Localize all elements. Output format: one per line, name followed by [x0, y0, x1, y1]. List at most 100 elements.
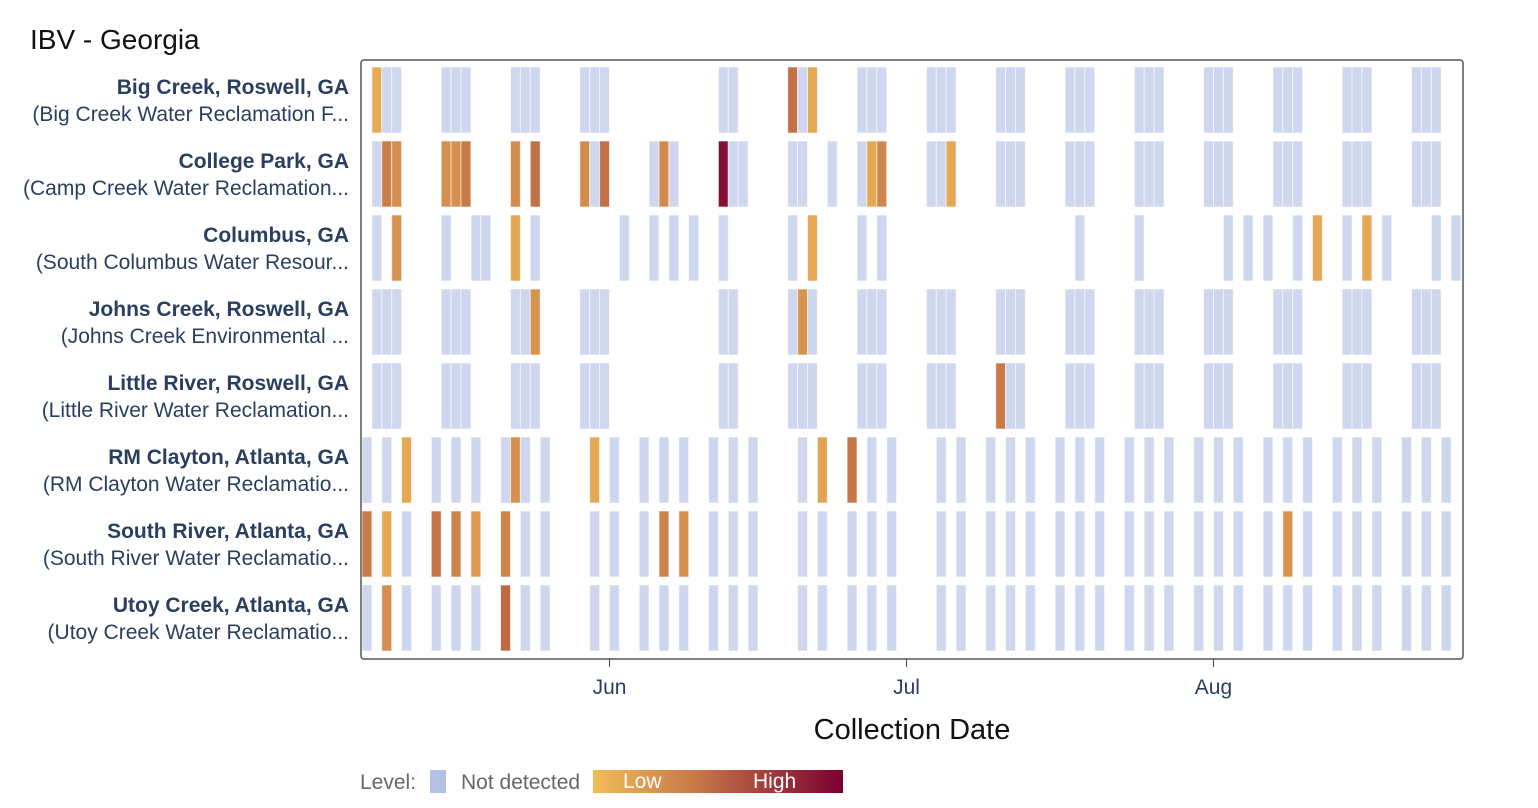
cell-detected: [945, 140, 957, 208]
cell-not-detected: [470, 214, 482, 282]
legend: Level: Not detected Low High: [360, 770, 843, 794]
cell-not-detected: [1272, 362, 1284, 430]
cell-detected: [529, 288, 541, 356]
cell-not-detected: [480, 214, 492, 282]
cell-not-detected: [1272, 288, 1284, 356]
cell-not-detected: [945, 288, 957, 356]
cell-detected: [391, 214, 403, 282]
cell-not-detected: [1133, 66, 1145, 134]
cell-not-detected: [1401, 510, 1412, 578]
cell-not-detected: [381, 288, 393, 356]
x-tick-label: Jun: [593, 676, 627, 699]
cell-not-detected: [797, 140, 808, 208]
cell-not-detected: [1351, 584, 1363, 652]
row-label-site: Little River, Roswell, GA: [107, 372, 349, 395]
cell-not-detected: [925, 362, 937, 430]
cell-not-detected: [866, 288, 878, 356]
row-label-site: RM Clayton, Atlanta, GA: [108, 446, 349, 469]
cell-detected: [599, 140, 610, 208]
cell-detected: [846, 436, 858, 504]
cell-not-detected: [381, 362, 393, 430]
cell-not-detected: [1084, 66, 1096, 134]
cell-not-detected: [787, 214, 799, 282]
cell-not-detected: [1341, 66, 1353, 134]
cell-not-detected: [1133, 214, 1145, 282]
cell-not-detected: [1064, 140, 1076, 208]
cell-not-detected: [708, 510, 719, 578]
cell-not-detected: [797, 584, 808, 652]
cell-not-detected: [717, 288, 729, 356]
cell-not-detected: [1440, 436, 1452, 504]
cell-not-detected: [1074, 214, 1086, 282]
cell-not-detected: [1203, 140, 1214, 208]
cell-detected: [807, 66, 818, 134]
cell-not-detected: [1015, 362, 1026, 430]
row-label-site: South River, Atlanta, GA: [107, 520, 349, 543]
cell-not-detected: [440, 214, 452, 282]
cell-not-detected: [609, 510, 620, 578]
cell-detected: [430, 510, 442, 578]
cell-not-detected: [519, 288, 531, 356]
cell-not-detected: [846, 584, 858, 652]
row-label-facility: (Little River Water Reclamation...: [42, 399, 349, 422]
cell-detected: [381, 140, 393, 208]
row-label-facility: (Johns Creek Environmental ...: [61, 325, 349, 348]
cell-not-detected: [995, 140, 1007, 208]
cell-not-detected: [678, 436, 690, 504]
cell-not-detected: [955, 510, 967, 578]
cell-not-detected: [1074, 288, 1086, 356]
cell-not-detected: [747, 436, 759, 504]
cell-not-detected: [727, 66, 739, 134]
cell-detected: [361, 510, 373, 578]
cell-not-detected: [510, 288, 521, 356]
cell-not-detected: [1153, 140, 1165, 208]
cell-not-detected: [1420, 362, 1432, 430]
cell-detected: [500, 584, 512, 652]
cell-not-detected: [1262, 436, 1274, 504]
cell-not-detected: [589, 288, 601, 356]
cell-not-detected: [1351, 510, 1363, 578]
cell-not-detected: [807, 362, 818, 430]
cell-not-detected: [658, 584, 670, 652]
cell-not-detected: [1143, 140, 1155, 208]
cell-not-detected: [1282, 584, 1294, 652]
cell-detected: [876, 140, 888, 208]
cell-not-detected: [1143, 66, 1155, 134]
cell-not-detected: [1272, 140, 1284, 208]
cell-not-detected: [1054, 436, 1066, 504]
cell-detected: [579, 140, 591, 208]
cell-not-detected: [1232, 436, 1244, 504]
cell-not-detected: [925, 140, 937, 208]
cell-detected: [460, 140, 472, 208]
cell-not-detected: [935, 66, 947, 134]
cell-detected: [995, 362, 1007, 430]
cell-not-detected: [618, 214, 630, 282]
cell-not-detected: [529, 214, 541, 282]
cell-not-detected: [470, 584, 482, 652]
cell-not-detected: [1420, 584, 1432, 652]
cell-not-detected: [1005, 66, 1016, 134]
cell-not-detected: [589, 140, 601, 208]
cell-not-detected: [1361, 140, 1373, 208]
cell-not-detected: [668, 140, 680, 208]
cell-not-detected: [599, 66, 610, 134]
cell-not-detected: [1411, 288, 1422, 356]
cell-detected: [450, 510, 462, 578]
cell-not-detected: [450, 66, 462, 134]
cell-not-detected: [1074, 436, 1086, 504]
cell-detected: [500, 510, 512, 578]
cell-not-detected: [1302, 584, 1313, 652]
cell-not-detected: [638, 584, 650, 652]
cell-not-detected: [1024, 436, 1036, 504]
cell-not-detected: [1064, 362, 1076, 430]
cell-not-detected: [797, 66, 808, 134]
cell-not-detected: [1193, 584, 1205, 652]
cell-not-detected: [371, 362, 383, 430]
cell-not-detected: [1193, 436, 1205, 504]
cell-not-detected: [995, 66, 1007, 134]
cell-not-detected: [440, 362, 452, 430]
cell-not-detected: [787, 140, 799, 208]
cell-not-detected: [1005, 510, 1016, 578]
cell-not-detected: [935, 288, 947, 356]
cell-not-detected: [1123, 436, 1135, 504]
